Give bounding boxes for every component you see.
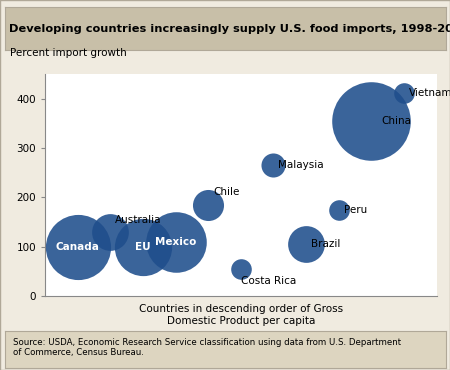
Text: Percent import growth: Percent import growth — [10, 48, 126, 58]
Text: Developing countries increasingly supply U.S. food imports, 1998-2007: Developing countries increasingly supply… — [9, 24, 450, 34]
Text: Peru: Peru — [343, 205, 367, 215]
Point — [172, 239, 179, 245]
Text: Canada: Canada — [56, 242, 99, 252]
Point — [204, 202, 212, 208]
Point — [400, 90, 408, 96]
Text: China: China — [381, 116, 411, 126]
Point — [140, 244, 147, 250]
X-axis label: Countries in descending order of Gross
Domestic Product per capita: Countries in descending order of Gross D… — [139, 305, 343, 326]
Point — [74, 244, 81, 250]
Point — [302, 241, 310, 247]
Text: EU: EU — [135, 242, 151, 252]
Point — [107, 229, 114, 235]
Text: Source: USDA, Economic Research Service classification using data from U.S. Depa: Source: USDA, Economic Research Service … — [14, 338, 401, 357]
Point — [368, 118, 375, 124]
Point — [270, 162, 277, 168]
Point — [335, 207, 342, 213]
Text: Malaysia: Malaysia — [278, 160, 324, 170]
Text: Chile: Chile — [213, 187, 239, 198]
Text: Brazil: Brazil — [311, 239, 340, 249]
Text: Costa Rica: Costa Rica — [241, 276, 296, 286]
Text: Australia: Australia — [115, 215, 162, 225]
Point — [237, 266, 244, 272]
Text: Mexico: Mexico — [155, 237, 196, 247]
Text: Vietnam: Vietnam — [409, 88, 450, 98]
